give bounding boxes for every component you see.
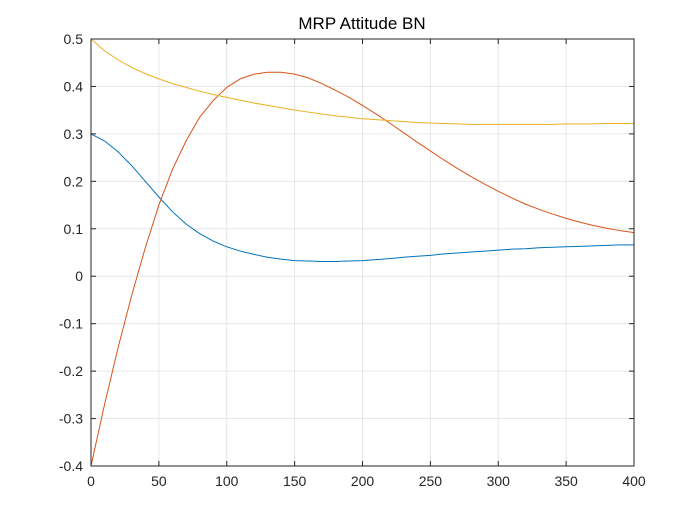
- y-tick-label: -0.2: [59, 363, 83, 379]
- y-tick-label: 0: [75, 268, 83, 284]
- series-line-3: [90, 38, 634, 125]
- x-tick-label: 300: [487, 473, 511, 489]
- x-tick-labels: 0 50 100 150 200 250 300 350 400: [87, 473, 646, 489]
- series-group: [90, 38, 635, 467]
- y-tick-label: 0.2: [64, 173, 84, 189]
- series-line-2: [90, 71, 635, 467]
- ticks: [90, 38, 635, 467]
- x-tick-label: 0: [87, 473, 95, 489]
- x-tick-label: 250: [419, 473, 443, 489]
- series-line-1: [90, 133, 634, 263]
- y-tick-label: 0.1: [64, 221, 84, 237]
- x-tick-label: 50: [151, 473, 167, 489]
- y-tick-label: -0.4: [59, 458, 83, 474]
- chart-title: MRP Attitude BN: [298, 14, 425, 33]
- x-tick-label: 400: [622, 473, 646, 489]
- x-tick-label: 150: [283, 473, 307, 489]
- y-tick-label: 0.4: [64, 78, 84, 94]
- x-tick-label: 350: [554, 473, 578, 489]
- y-tick-label: -0.3: [59, 411, 83, 427]
- x-tick-label: 100: [215, 473, 239, 489]
- y-tick-label: 0.3: [64, 126, 84, 142]
- y-tick-labels: -0.4 -0.3 -0.2 -0.1 0 0.1 0.2 0.3 0.4 0.5: [59, 31, 83, 474]
- y-tick-label: -0.1: [59, 316, 83, 332]
- y-tick-label: 0.5: [64, 31, 84, 47]
- x-tick-label: 200: [351, 473, 375, 489]
